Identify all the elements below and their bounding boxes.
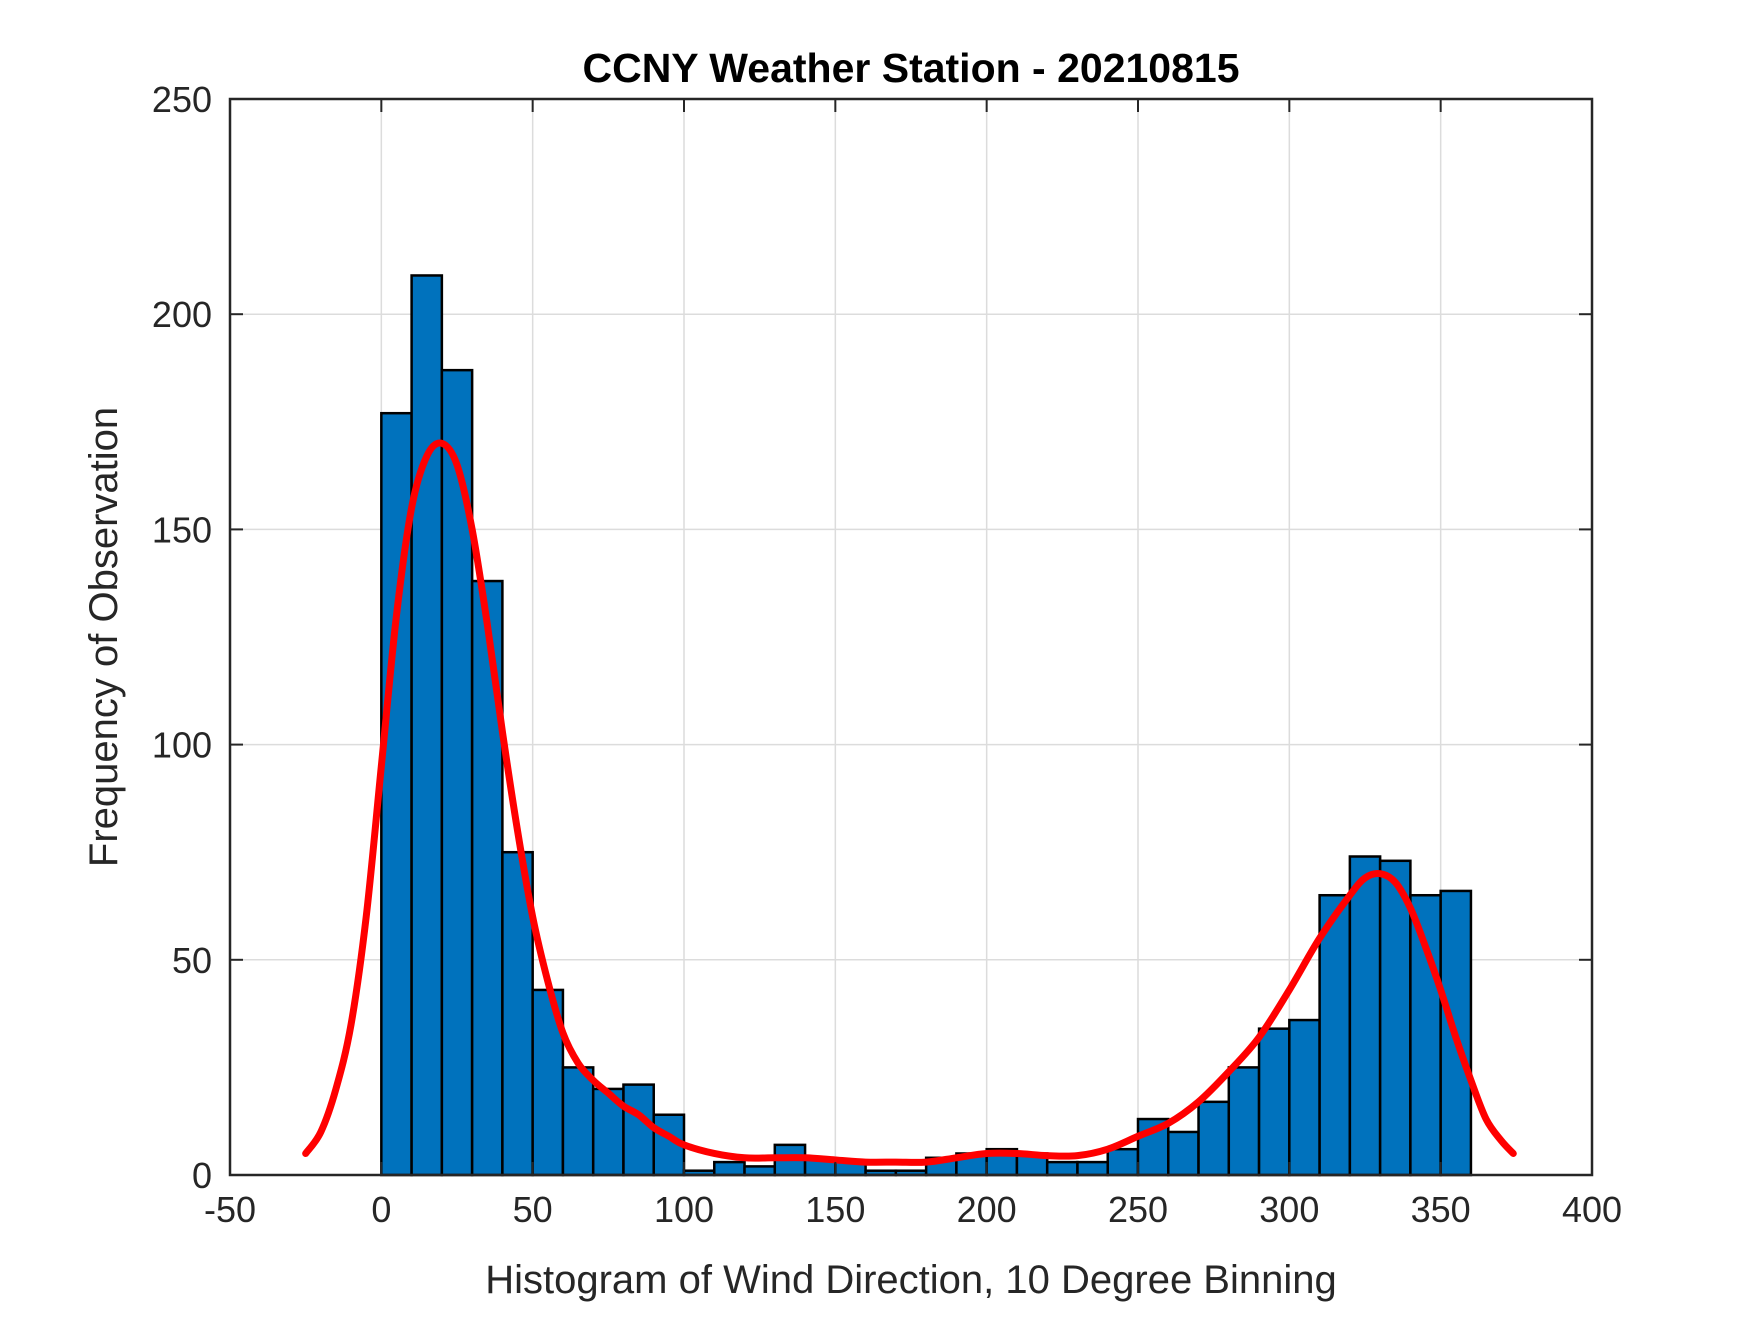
chart-title: CCNY Weather Station - 20210815 xyxy=(582,45,1239,91)
histogram-bar xyxy=(1257,1027,1291,1177)
y-tick-label: 150 xyxy=(152,509,212,550)
curve-layer xyxy=(302,439,1517,1166)
x-tick-label: 400 xyxy=(1562,1189,1622,1230)
y-tick-label: 200 xyxy=(152,294,212,335)
x-tick-label: 300 xyxy=(1259,1189,1319,1230)
histogram-bar xyxy=(713,1160,746,1177)
x-tick-label: 0 xyxy=(371,1189,391,1230)
histogram-bar xyxy=(1045,1160,1079,1177)
y-tick-label: 250 xyxy=(152,79,212,120)
histogram-bar xyxy=(470,579,504,1177)
histogram-bar xyxy=(410,274,444,1177)
histogram-bar xyxy=(1227,1066,1261,1177)
y-tick-label: 100 xyxy=(152,725,212,766)
histogram-bar xyxy=(1197,1100,1231,1177)
histogram-bar xyxy=(1106,1147,1140,1177)
x-tick-label: 350 xyxy=(1411,1189,1471,1230)
histogram-bar xyxy=(1076,1160,1109,1177)
x-tick-label: 250 xyxy=(1108,1189,1168,1230)
plot-area-border xyxy=(228,97,1594,1177)
histogram-bar xyxy=(1167,1130,1200,1177)
histogram-bar xyxy=(1288,1018,1321,1177)
x-tick-label: 150 xyxy=(805,1189,865,1230)
y-tick-label: 50 xyxy=(172,940,212,981)
y-tick-label: 0 xyxy=(192,1155,212,1196)
x-tick-label: 50 xyxy=(513,1189,553,1230)
histogram-bar xyxy=(622,1083,655,1177)
histogram-bar xyxy=(1378,859,1412,1177)
histogram-bar xyxy=(1348,855,1382,1177)
x-tick-label: -50 xyxy=(204,1189,256,1230)
histogram-bar xyxy=(561,1066,595,1177)
bar-layer xyxy=(380,274,1473,1177)
x-tick-label: 200 xyxy=(957,1189,1017,1230)
density-fit-curve xyxy=(302,439,1517,1166)
x-tick-label: 100 xyxy=(654,1189,714,1230)
histogram-bar xyxy=(743,1165,777,1177)
y-axis-label: Frequency of Observation xyxy=(82,407,126,867)
tick-layer xyxy=(229,98,1593,1176)
x-axis-label: Histogram of Wind Direction, 10 Degree B… xyxy=(485,1258,1337,1302)
tick-label-layer: -50 0 50 100 150 200 250 300 350 4000501001502002… xyxy=(152,79,1622,1230)
